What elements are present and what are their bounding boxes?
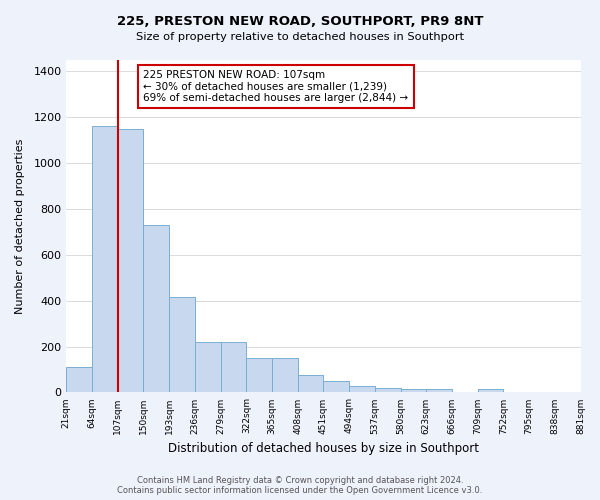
Bar — [426, 389, 452, 392]
Bar — [92, 126, 118, 392]
Text: Contains HM Land Registry data © Crown copyright and database right 2024.
Contai: Contains HM Land Registry data © Crown c… — [118, 476, 482, 495]
Bar — [246, 358, 272, 392]
Bar — [195, 342, 221, 392]
Text: Size of property relative to detached houses in Southport: Size of property relative to detached ho… — [136, 32, 464, 42]
Bar — [298, 375, 323, 392]
Bar — [272, 358, 298, 392]
Bar — [169, 298, 195, 392]
Text: 225 PRESTON NEW ROAD: 107sqm
← 30% of detached houses are smaller (1,239)
69% of: 225 PRESTON NEW ROAD: 107sqm ← 30% of de… — [143, 70, 409, 103]
Bar — [221, 342, 246, 392]
Bar — [118, 129, 143, 392]
X-axis label: Distribution of detached houses by size in Southport: Distribution of detached houses by size … — [168, 442, 479, 455]
Bar — [143, 225, 169, 392]
Bar — [375, 388, 401, 392]
Bar — [401, 389, 426, 392]
Y-axis label: Number of detached properties: Number of detached properties — [15, 138, 25, 314]
Bar — [67, 367, 92, 392]
Text: 225, PRESTON NEW ROAD, SOUTHPORT, PR9 8NT: 225, PRESTON NEW ROAD, SOUTHPORT, PR9 8N… — [117, 15, 483, 28]
Bar — [478, 389, 503, 392]
Bar — [323, 381, 349, 392]
Bar — [349, 386, 375, 392]
